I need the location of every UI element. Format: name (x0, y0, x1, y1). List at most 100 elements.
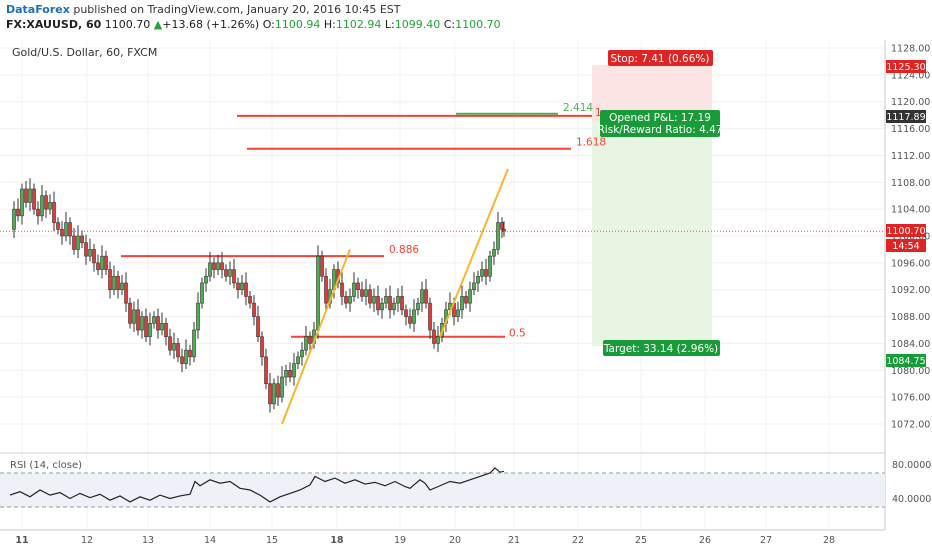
candle-body (388, 296, 392, 311)
pnl-badge (600, 110, 720, 137)
change-arrow-icon: ▲ (153, 18, 163, 31)
candle-body (116, 275, 120, 291)
candle-body (260, 336, 264, 358)
price-tick-label: 1080.00 (891, 366, 930, 377)
price-tick-label: 1112.00 (891, 151, 930, 162)
candle-body (72, 235, 76, 250)
candle-body (16, 208, 20, 217)
candle-body (152, 316, 156, 324)
candle-body (496, 222, 500, 250)
candle-body (252, 302, 256, 317)
last-price-text: 1100.70 (886, 226, 925, 237)
candle-body (468, 289, 472, 304)
rsi-series (9, 467, 505, 503)
chart-header: DataForex published on TradingView.com, … (0, 0, 932, 36)
candle-body (268, 383, 272, 405)
candle-body (244, 282, 248, 297)
author-link[interactable]: DataForex (6, 3, 70, 16)
position-tool[interactable]: Stop: 7.41 (0.66%) Opened P&L: 17.19 Ris… (598, 50, 723, 356)
candle-body (384, 296, 388, 304)
time-tick-label: 25 (635, 535, 647, 546)
candle-body (392, 302, 396, 311)
close-value: 1100.70 (455, 18, 501, 31)
candle-body (488, 255, 492, 277)
price-tick-label: 1108.00 (891, 178, 930, 189)
open-label: O: (262, 18, 275, 31)
candle-body (220, 262, 224, 270)
target-label: Target: 33.14 (2.96%) (603, 343, 718, 355)
candle-body (64, 222, 68, 237)
price-tick-label: 1072.00 (891, 420, 930, 431)
time-tick-label: 22 (572, 535, 584, 546)
price-tick-label: 1076.00 (891, 393, 930, 404)
candle-body (288, 369, 292, 378)
trend-line (281, 249, 351, 425)
last-price-tag (886, 224, 926, 237)
fib-label: 1.618 (576, 137, 606, 149)
candles-series (12, 178, 506, 413)
candle-body (276, 383, 280, 398)
candle-body (160, 322, 164, 331)
entry-price-text: 1117.89 (886, 112, 925, 123)
time-axis[interactable]: 11 12 13 14 15 18 19 20 21 22 25 26 27 28 (15, 535, 835, 546)
target-price-tag (886, 354, 926, 367)
candle-body (176, 343, 180, 358)
price-axis[interactable]: 1128.00 1124.00 1120.00 1116.00 1112.00 1108.… (891, 44, 930, 431)
time-tick-label: 28 (823, 535, 835, 546)
candle-body (60, 228, 64, 237)
target-price-text: 1084.75 (886, 356, 925, 367)
candle-body (404, 309, 408, 317)
candle-body (476, 275, 480, 284)
candle-body (156, 316, 160, 331)
candle-body (100, 255, 104, 270)
price-tick-label: 1120.00 (891, 97, 930, 108)
candle-body (340, 282, 344, 297)
rsi-line (9, 467, 505, 503)
pnl-label: Opened P&L: 17.19 (609, 112, 711, 124)
rsi-band-fill (0, 473, 885, 507)
candle-body (352, 282, 356, 297)
candle-body (20, 188, 24, 217)
candle-body (204, 275, 208, 284)
candle-body (144, 316, 148, 338)
time-tick-label: 11 (15, 535, 28, 546)
entry-price-tag (886, 110, 926, 123)
high-value: 1102.94 (335, 18, 382, 31)
candle-body (212, 262, 216, 270)
candle-body (412, 309, 416, 324)
candle-body (408, 316, 412, 324)
stop-price-tag (886, 60, 926, 73)
candle-body (500, 222, 504, 230)
countdown-text: 14:54 (892, 241, 919, 252)
candle-body (196, 302, 200, 331)
price-axis-tags: 1125.30 1117.89 1100.70 14:54 1084.75 (886, 60, 926, 367)
candle-body (456, 309, 460, 317)
symbol-label[interactable]: FX:XAUUSD, 60 (6, 18, 102, 31)
candle-body (368, 289, 372, 304)
price-tick-label: 1088.00 (891, 312, 930, 323)
fib-label: 0.886 (389, 244, 419, 256)
stop-badge (608, 50, 713, 66)
rsi-tick-80: 80.0000 (892, 460, 931, 471)
candle-body (284, 369, 288, 378)
candle-body (432, 329, 436, 344)
ohlc-bar: FX:XAUUSD, 60 1100.70 ▲+13.68 (+1.26%) O… (6, 18, 501, 31)
fib-label: 0.5 (509, 328, 526, 340)
candle-body (292, 363, 296, 378)
candle-body (416, 302, 420, 311)
candle-body (348, 296, 352, 304)
candle-body (396, 296, 400, 304)
fib-levels: 2.414 1 1.618 0.886 0.5 (121, 102, 606, 340)
candle-body (376, 296, 380, 311)
candle-body (80, 235, 84, 244)
candle-body (36, 208, 40, 217)
candle-body (300, 349, 304, 358)
candle-body (480, 269, 484, 277)
published-text: published on TradingView.com, January 20… (69, 3, 401, 16)
candle-body (136, 309, 140, 331)
candle-body (228, 269, 232, 277)
candle-body (28, 188, 32, 203)
candle-body (216, 262, 220, 270)
trend-lines (281, 168, 509, 425)
